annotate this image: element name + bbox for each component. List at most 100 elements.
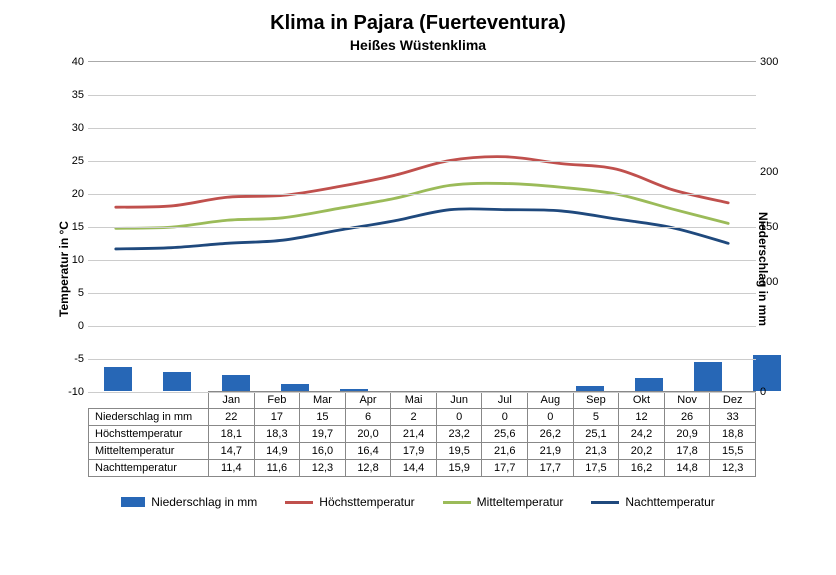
data-cell: 20,2 (619, 443, 665, 460)
data-cell: 5 (573, 409, 619, 426)
legend-line-icon (285, 501, 313, 504)
data-cell: 21,9 (528, 443, 574, 460)
data-cell: 15,9 (436, 460, 482, 477)
data-cell: 12 (619, 409, 665, 426)
month-cell: Feb (254, 392, 300, 409)
table-row: Höchsttemperatur18,118,319,720,021,423,2… (89, 426, 756, 443)
data-cell: 17,5 (573, 460, 619, 477)
data-cell: 14,7 (209, 443, 255, 460)
data-cell: 22 (209, 409, 255, 426)
data-cell: 24,2 (619, 426, 665, 443)
month-cell: Dez (710, 392, 756, 409)
data-cell: 17,9 (391, 443, 437, 460)
chart-subtitle: Heißes Wüstenklima (20, 37, 816, 53)
row-label: Höchsttemperatur (89, 426, 209, 443)
data-cell: 0 (436, 409, 482, 426)
y-left-tick: -10 (58, 386, 84, 398)
table-row: Niederschlag in mm221715620005122633 (89, 409, 756, 426)
y-left-tick: -5 (58, 353, 84, 365)
legend-label: Niederschlag in mm (151, 495, 257, 509)
legend-line-icon (591, 501, 619, 504)
plot-area: -10-505101520253035400100150200300 (88, 61, 756, 391)
row-label: Mitteltemperatur (89, 443, 209, 460)
data-table: JanFebMarAprMaiJunJulAugSepOktNovDezNied… (88, 391, 756, 477)
legend-item-precip: Niederschlag in mm (121, 495, 257, 509)
data-cell: 0 (528, 409, 574, 426)
data-cell: 0 (482, 409, 528, 426)
data-cell: 11,4 (209, 460, 255, 477)
y-right-tick: 200 (760, 166, 794, 178)
data-cell: 26,2 (528, 426, 574, 443)
data-cell: 14,4 (391, 460, 437, 477)
y-right-tick: 100 (760, 276, 794, 288)
table-row: Mitteltemperatur14,714,916,016,417,919,5… (89, 443, 756, 460)
legend: Niederschlag in mm Höchsttemperatur Mittel… (20, 495, 816, 509)
climate-chart: Klima in Pajara (Fuerteventura) Heißes W… (0, 0, 836, 575)
data-cell: 21,4 (391, 426, 437, 443)
y-left-tick: 10 (58, 254, 84, 266)
y-left-tick: 20 (58, 188, 84, 200)
legend-item-high: Höchsttemperatur (285, 495, 414, 509)
y-right-tick: 0 (760, 386, 794, 398)
data-cell: 15,5 (710, 443, 756, 460)
data-cell: 12,3 (710, 460, 756, 477)
chart-title: Klima in Pajara (Fuerteventura) (20, 12, 816, 35)
y-left-tick: 15 (58, 221, 84, 233)
data-cell: 18,8 (710, 426, 756, 443)
legend-label: Höchsttemperatur (319, 495, 414, 509)
y-right-tick: 300 (760, 56, 794, 68)
data-cell: 21,6 (482, 443, 528, 460)
legend-label: Mitteltemperatur (477, 495, 564, 509)
legend-item-night: Nachttemperatur (591, 495, 714, 509)
month-cell: Apr (345, 392, 391, 409)
month-cell: Jun (436, 392, 482, 409)
table-row: Nachttemperatur11,411,612,312,814,415,91… (89, 460, 756, 477)
data-cell: 16,2 (619, 460, 665, 477)
y-axis-left-label: Temperatur in °C (57, 221, 71, 317)
y-right-tick: 150 (760, 221, 794, 233)
plot-wrapper: Temperatur in °C Niederschlag in mm -10-… (20, 61, 816, 477)
legend-label: Nachttemperatur (625, 495, 714, 509)
data-cell: 14,9 (254, 443, 300, 460)
data-cell: 26 (664, 409, 710, 426)
legend-line-icon (443, 501, 471, 504)
data-cell: 17,7 (528, 460, 574, 477)
data-cell: 6 (345, 409, 391, 426)
data-table-wrap: JanFebMarAprMaiJunJulAugSepOktNovDezNied… (88, 391, 756, 477)
y-left-tick: 0 (58, 320, 84, 332)
legend-item-mean: Mitteltemperatur (443, 495, 564, 509)
month-cell: Nov (664, 392, 710, 409)
data-cell: 21,3 (573, 443, 619, 460)
data-cell: 17 (254, 409, 300, 426)
data-cell: 16,0 (300, 443, 346, 460)
month-cell: Mai (391, 392, 437, 409)
night-line (116, 209, 728, 249)
data-cell: 18,1 (209, 426, 255, 443)
data-cell: 17,7 (482, 460, 528, 477)
row-label: Niederschlag in mm (89, 409, 209, 426)
data-cell: 20,9 (664, 426, 710, 443)
data-cell: 25,1 (573, 426, 619, 443)
data-cell: 20,0 (345, 426, 391, 443)
data-cell: 2 (391, 409, 437, 426)
y-left-tick: 5 (58, 287, 84, 299)
data-cell: 15 (300, 409, 346, 426)
y-left-tick: 40 (58, 56, 84, 68)
data-cell: 18,3 (254, 426, 300, 443)
row-label: Nachttemperatur (89, 460, 209, 477)
month-cell: Sep (573, 392, 619, 409)
data-cell: 25,6 (482, 426, 528, 443)
data-cell: 17,8 (664, 443, 710, 460)
data-cell: 19,5 (436, 443, 482, 460)
y-left-tick: 30 (58, 122, 84, 134)
month-cell: Okt (619, 392, 665, 409)
month-cell: Jan (209, 392, 255, 409)
data-cell: 16,4 (345, 443, 391, 460)
data-cell: 12,8 (345, 460, 391, 477)
y-left-tick: 35 (58, 89, 84, 101)
month-cell: Aug (528, 392, 574, 409)
data-cell: 19,7 (300, 426, 346, 443)
data-cell: 11,6 (254, 460, 300, 477)
month-cell: Jul (482, 392, 528, 409)
data-cell: 12,3 (300, 460, 346, 477)
